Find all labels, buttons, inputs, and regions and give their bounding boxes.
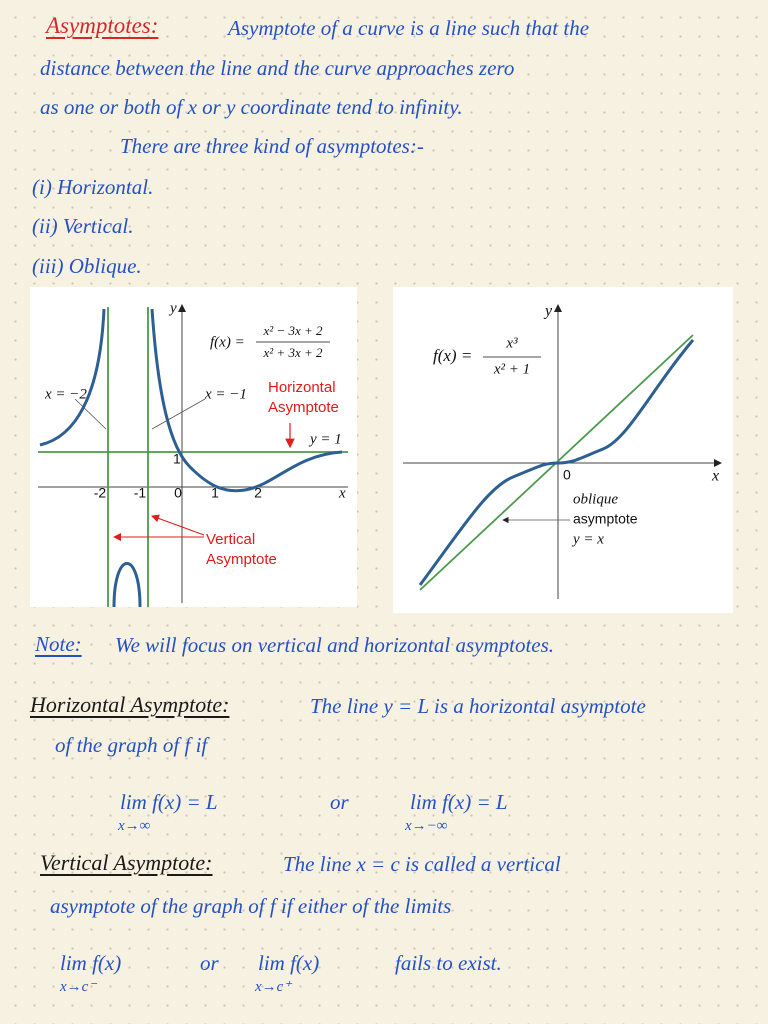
limit-sub: x→∞ bbox=[118, 818, 151, 834]
curve bbox=[418, 339, 695, 586]
kind: (iii) Oblique. bbox=[32, 254, 142, 278]
curve bbox=[112, 562, 142, 608]
limit-sub: x→−∞ bbox=[405, 818, 448, 834]
denominator: x² + 3x + 2 bbox=[263, 345, 323, 360]
figure-2: y x 0 f(x) = x³ x² + 1 oblique asymptote… bbox=[393, 287, 733, 613]
asymptote-label: x = −2 bbox=[44, 386, 87, 402]
function-lhs: f(x) = bbox=[210, 334, 245, 350]
function-lhs: f(x) = bbox=[433, 346, 472, 365]
limit: lim f(x) bbox=[258, 951, 320, 975]
connector: or bbox=[200, 951, 219, 975]
x-label: x bbox=[338, 485, 346, 501]
intro-line: Asymptote of a curve is a line such that… bbox=[228, 16, 590, 40]
kinds-intro: There are three kind of asymptotes:- bbox=[120, 134, 424, 158]
pointer bbox=[74, 398, 107, 430]
y-label: y bbox=[543, 303, 553, 320]
denominator: x² + 1 bbox=[493, 361, 530, 377]
intro-line: distance between the line and the curve … bbox=[40, 56, 515, 80]
section-text: fails to exist. bbox=[395, 951, 502, 975]
x-tick-label: 2 bbox=[254, 485, 262, 501]
x-tick-label: 0 bbox=[174, 485, 182, 501]
kind: (ii) Vertical. bbox=[32, 214, 134, 238]
pointer bbox=[151, 398, 206, 430]
y-label: y bbox=[168, 300, 177, 316]
x-tick-label: -2 bbox=[94, 485, 107, 501]
note-label: Note: bbox=[35, 632, 82, 656]
connector: or bbox=[330, 790, 349, 814]
x-label: x bbox=[711, 468, 719, 485]
section-label: Vertical Asymptote: bbox=[40, 850, 213, 875]
annotation: oblique bbox=[573, 491, 618, 507]
annotation: y = x bbox=[571, 531, 604, 547]
x-tick-label: 1 bbox=[211, 485, 219, 501]
curve bbox=[39, 308, 106, 447]
heading: Asymptotes: bbox=[46, 13, 159, 38]
asymptote-label: y = 1 bbox=[308, 431, 342, 447]
annotation: Asymptote bbox=[268, 399, 339, 416]
curve bbox=[150, 308, 343, 493]
section-text: asymptote of the graph of f if either of… bbox=[50, 894, 452, 918]
annotation: asymptote bbox=[573, 511, 638, 527]
note-text: We will focus on vertical and horizontal… bbox=[115, 633, 555, 657]
limit: lim f(x) = L bbox=[120, 790, 218, 814]
kind: (i) Horizontal. bbox=[32, 175, 154, 199]
intro-line: as one or both of x or y coordinate tend… bbox=[40, 95, 463, 119]
figure-1-plot: y f(x) = x² − 3x + 2 x² + 3x + 2 x = −2 … bbox=[38, 300, 348, 608]
limit-sub: x→c⁺ bbox=[255, 979, 292, 995]
section-label: Horizontal Asymptote: bbox=[30, 692, 230, 717]
annotation: Horizontal bbox=[268, 379, 336, 396]
origin-label: 0 bbox=[563, 467, 571, 483]
limit: lim f(x) = L bbox=[410, 790, 508, 814]
figure-2-plot: y x 0 f(x) = x³ x² + 1 oblique asymptote… bbox=[403, 303, 722, 599]
y-tick-label: 1 bbox=[173, 451, 181, 467]
x-tick-label: -1 bbox=[134, 485, 147, 501]
section-text: of the graph of f if bbox=[55, 733, 208, 757]
annotation: Vertical bbox=[206, 531, 255, 548]
numerator: x² − 3x + 2 bbox=[263, 323, 323, 338]
annotation: Asymptote bbox=[206, 551, 277, 568]
section-text: The line x = c is called a vertical bbox=[283, 852, 561, 876]
figure-1: y f(x) = x² − 3x + 2 x² + 3x + 2 x = −2 … bbox=[30, 287, 357, 608]
section-text: The line y = L is a horizontal asymptote bbox=[310, 694, 646, 718]
limit-sub: x→c⁻ bbox=[60, 979, 97, 995]
pointer bbox=[151, 514, 205, 536]
numerator: x³ bbox=[505, 335, 518, 351]
limit: lim f(x) bbox=[60, 951, 122, 975]
asymptote-label: x = −1 bbox=[204, 386, 247, 402]
